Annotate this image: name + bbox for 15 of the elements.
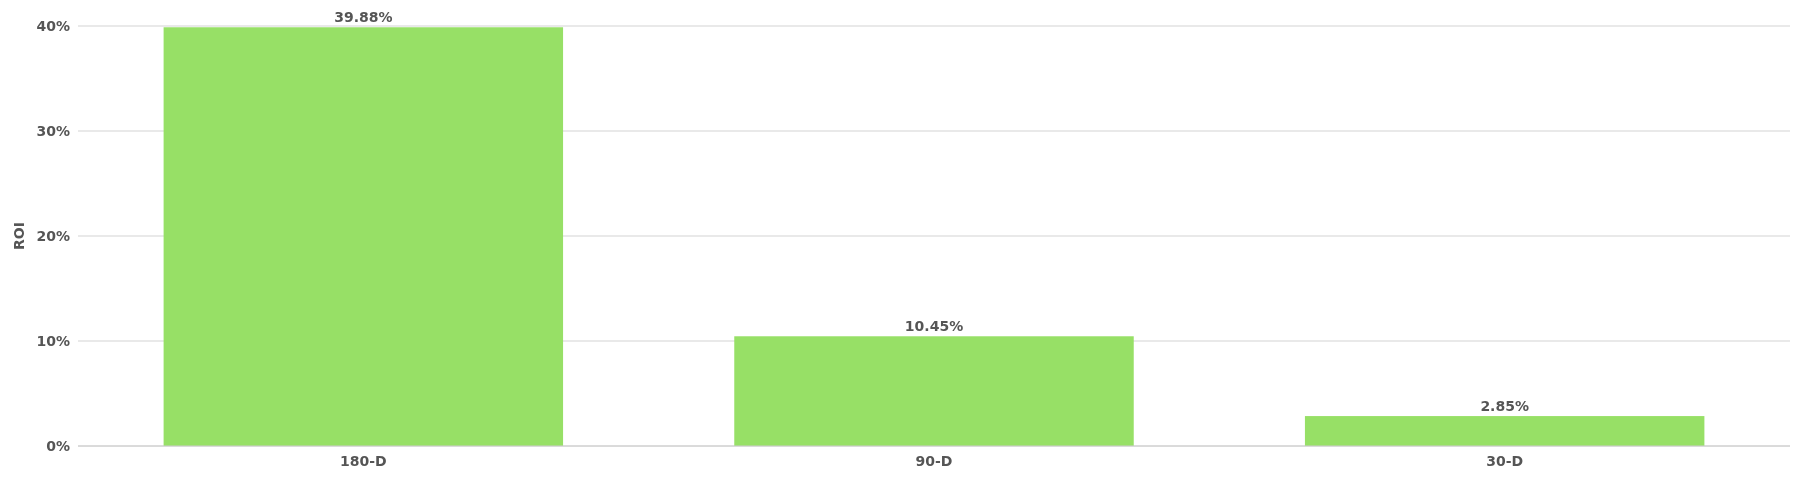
x-tick-label: 30-D (1486, 453, 1524, 469)
x-tick-label: 90-D (915, 453, 953, 469)
y-tick-label: 30% (36, 122, 70, 139)
x-tick-label: 180-D (340, 453, 387, 469)
bar (734, 336, 1134, 446)
y-axis-title: ROI (11, 222, 27, 250)
data-label: 2.85% (1480, 398, 1529, 415)
y-tick-label: 40% (36, 17, 70, 34)
data-label: 10.45% (904, 318, 964, 335)
y-tick-label: 20% (36, 227, 70, 244)
y-tick-label: 0% (46, 437, 70, 454)
bar (1304, 416, 1705, 446)
data-label: 39.88% (334, 9, 393, 26)
y-tick-label: 10% (36, 332, 70, 349)
bar (163, 27, 564, 446)
